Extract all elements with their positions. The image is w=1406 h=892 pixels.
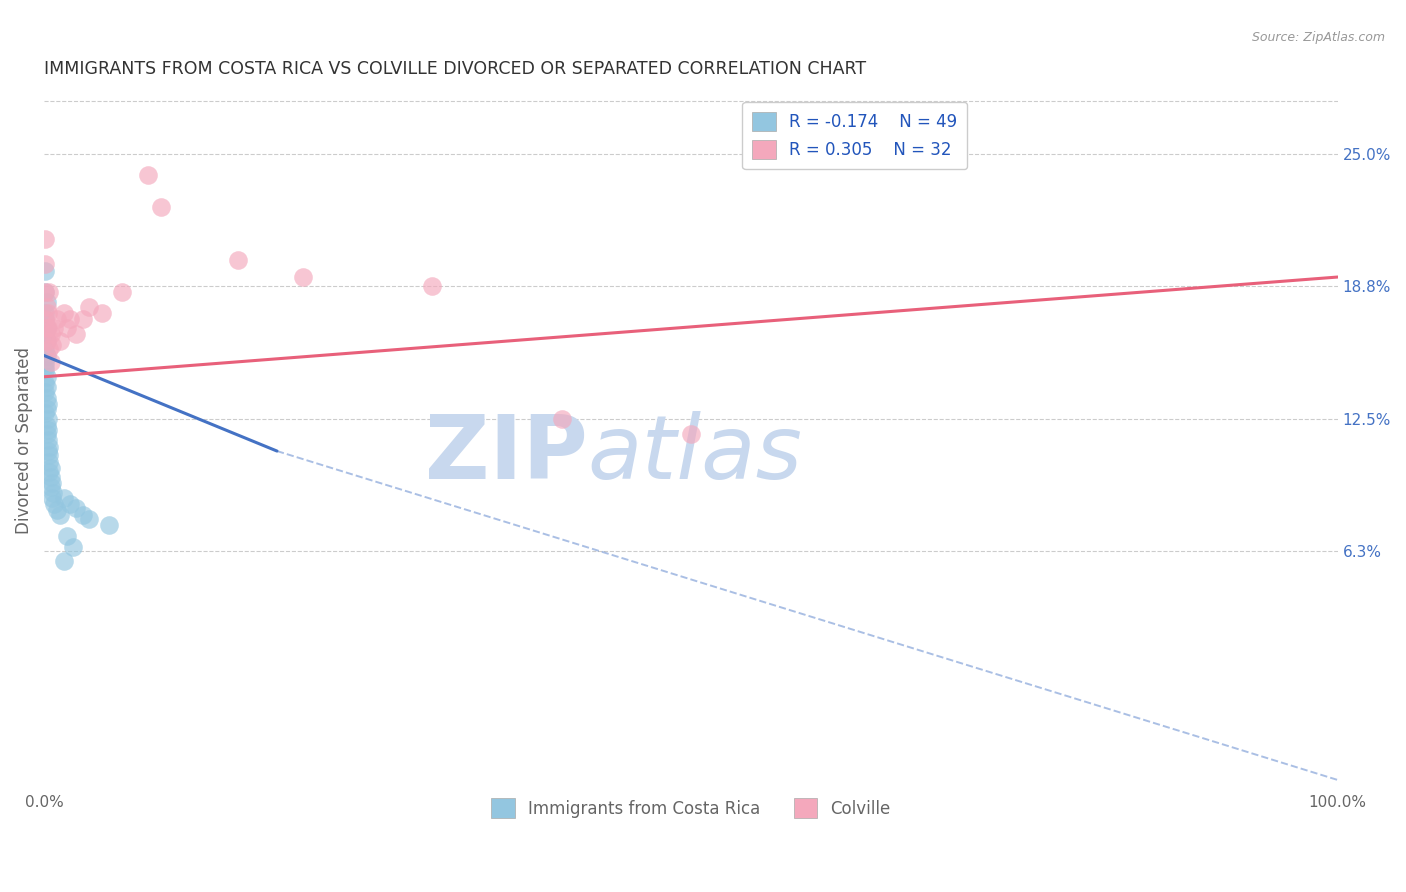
Point — [550, 412, 572, 426]
Point — [34, 306, 56, 320]
Point — [52, 491, 75, 505]
Point — [35, 295, 58, 310]
Point — [48, 334, 70, 348]
Point — [35, 321, 58, 335]
Point — [52, 554, 75, 568]
Point — [59, 497, 82, 511]
Point — [34, 363, 56, 377]
Point — [34, 376, 56, 391]
Point — [38, 440, 60, 454]
Point — [35, 321, 58, 335]
Point — [35, 334, 58, 348]
Point — [226, 253, 249, 268]
Point — [44, 497, 66, 511]
Point — [34, 342, 56, 356]
Point — [35, 369, 58, 384]
Point — [35, 391, 58, 405]
Legend: Immigrants from Costa Rica, Colville: Immigrants from Costa Rica, Colville — [485, 792, 897, 824]
Point — [34, 232, 56, 246]
Text: Source: ZipAtlas.com: Source: ZipAtlas.com — [1251, 31, 1385, 45]
Point — [136, 168, 159, 182]
Point — [34, 406, 56, 420]
Point — [35, 334, 58, 348]
Point — [37, 306, 59, 320]
Point — [111, 285, 134, 299]
Point — [39, 480, 62, 494]
Point — [38, 448, 60, 462]
Point — [34, 257, 56, 271]
Point — [35, 401, 58, 416]
Point — [34, 327, 56, 342]
Point — [79, 300, 101, 314]
Point — [39, 461, 62, 475]
Point — [38, 285, 60, 299]
Y-axis label: Divorced or Separated: Divorced or Separated — [15, 347, 32, 534]
Point — [37, 434, 59, 448]
Point — [97, 518, 120, 533]
Point — [291, 270, 314, 285]
Point — [41, 475, 63, 490]
Point — [65, 501, 87, 516]
Point — [79, 512, 101, 526]
Point — [48, 508, 70, 522]
Point — [149, 200, 172, 214]
Point — [72, 508, 94, 522]
Point — [34, 355, 56, 369]
Point — [41, 338, 63, 352]
Point — [42, 486, 65, 500]
Point — [44, 321, 66, 335]
Point — [56, 529, 79, 543]
Point — [35, 300, 58, 314]
Point — [34, 384, 56, 399]
Point — [62, 540, 84, 554]
Point — [41, 491, 63, 505]
Point — [420, 278, 443, 293]
Text: ZIP: ZIP — [425, 411, 588, 498]
Point — [52, 306, 75, 320]
Point — [35, 418, 58, 433]
Point — [59, 312, 82, 326]
Point — [38, 465, 60, 479]
Text: IMMIGRANTS FROM COSTA RICA VS COLVILLE DIVORCED OR SEPARATED CORRELATION CHART: IMMIGRANTS FROM COSTA RICA VS COLVILLE D… — [44, 60, 866, 78]
Point — [38, 455, 60, 469]
Point — [37, 321, 59, 335]
Point — [39, 355, 62, 369]
Point — [39, 469, 62, 483]
Point — [34, 263, 56, 277]
Point — [35, 349, 58, 363]
Point — [56, 321, 79, 335]
Point — [72, 312, 94, 326]
Point — [34, 285, 56, 299]
Point — [38, 342, 60, 356]
Point — [37, 444, 59, 458]
Point — [34, 312, 56, 326]
Point — [37, 423, 59, 437]
Text: atlas: atlas — [588, 411, 803, 498]
Point — [39, 327, 62, 342]
Point — [34, 285, 56, 299]
Point — [37, 412, 59, 426]
Point — [37, 397, 59, 411]
Point — [91, 306, 114, 320]
Point — [34, 312, 56, 326]
Point — [34, 359, 56, 373]
Point — [35, 427, 58, 442]
Point — [679, 427, 702, 442]
Point — [46, 503, 69, 517]
Point — [35, 380, 58, 394]
Point — [65, 327, 87, 342]
Point — [46, 312, 69, 326]
